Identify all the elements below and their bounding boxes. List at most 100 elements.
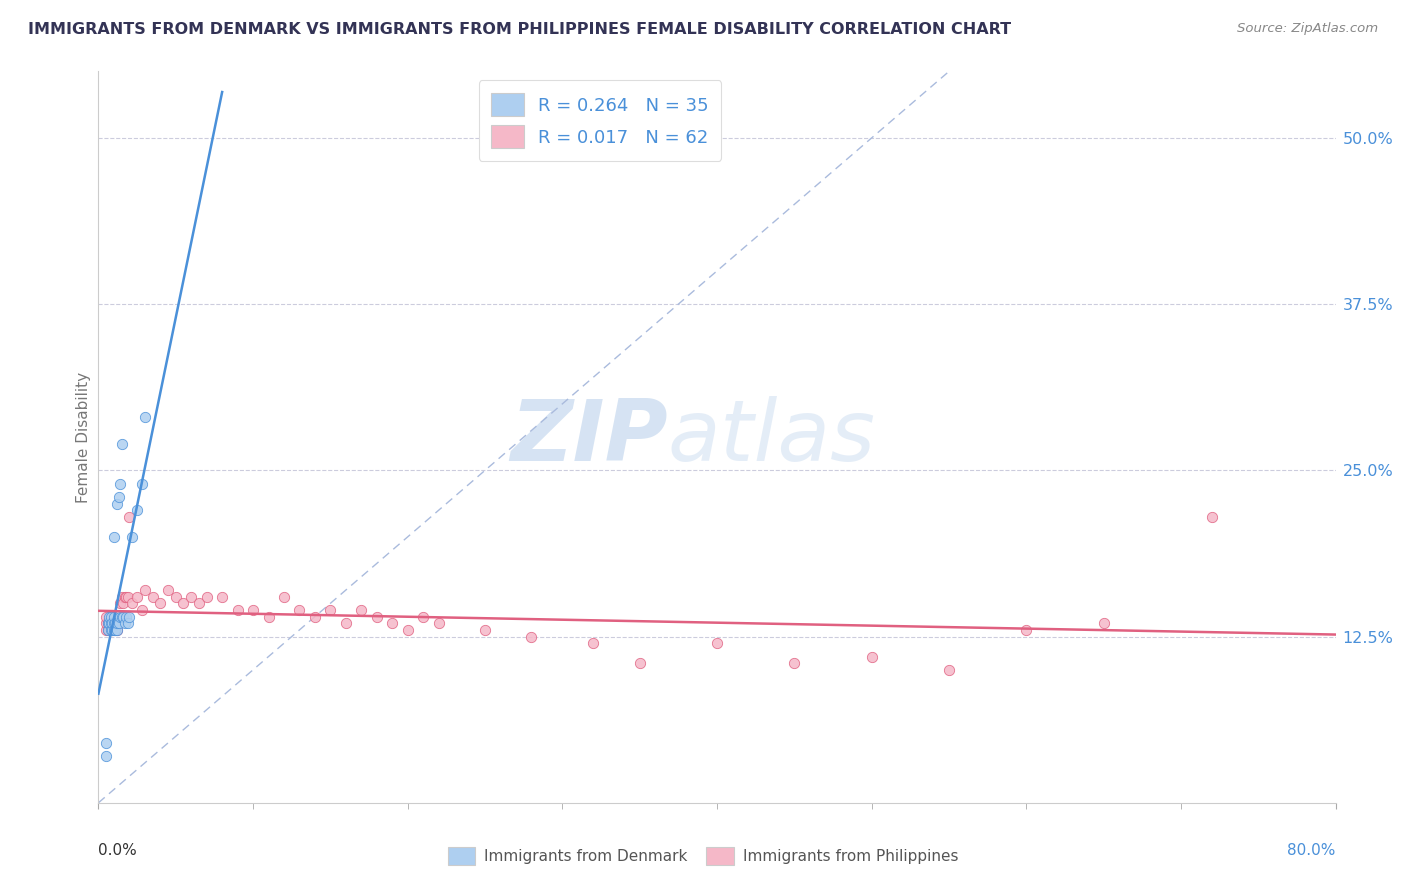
- Point: [96, 616, 118, 631]
- Point: [101, 616, 124, 631]
- Point: [211, 590, 233, 604]
- Point: [103, 609, 125, 624]
- Point: [104, 623, 127, 637]
- Point: [98, 609, 121, 624]
- Point: [105, 497, 128, 511]
- Point: [103, 623, 125, 637]
- Point: [96, 749, 118, 764]
- Point: [582, 636, 605, 650]
- Point: [520, 630, 543, 644]
- Point: [108, 476, 131, 491]
- Point: [112, 596, 135, 610]
- Point: [100, 616, 122, 631]
- Point: [105, 616, 128, 631]
- Text: atlas: atlas: [668, 395, 876, 479]
- Point: [108, 596, 131, 610]
- Point: [107, 490, 129, 504]
- Text: IMMIGRANTS FROM DENMARK VS IMMIGRANTS FROM PHILIPPINES FEMALE DISABILITY CORRELA: IMMIGRANTS FROM DENMARK VS IMMIGRANTS FR…: [28, 22, 1011, 37]
- Point: [412, 609, 434, 624]
- Point: [141, 590, 165, 604]
- Point: [149, 596, 172, 610]
- Point: [860, 649, 883, 664]
- Point: [103, 616, 125, 631]
- Point: [706, 636, 728, 650]
- Point: [121, 530, 143, 544]
- Point: [104, 616, 127, 631]
- Point: [96, 623, 118, 637]
- Point: [188, 596, 211, 610]
- Point: [103, 530, 125, 544]
- Point: [100, 623, 122, 637]
- Point: [97, 623, 120, 637]
- Point: [304, 609, 326, 624]
- Point: [1201, 509, 1223, 524]
- Point: [628, 656, 651, 670]
- Point: [97, 623, 120, 637]
- Point: [115, 590, 138, 604]
- Point: [1015, 623, 1038, 637]
- Point: [104, 623, 127, 637]
- Y-axis label: Female Disability: Female Disability: [76, 371, 91, 503]
- Point: [195, 590, 218, 604]
- Point: [121, 596, 143, 610]
- Point: [117, 590, 139, 604]
- Point: [350, 603, 373, 617]
- Point: [131, 476, 153, 491]
- Point: [319, 603, 342, 617]
- Point: [114, 590, 136, 604]
- Point: [938, 663, 960, 677]
- Point: [288, 603, 311, 617]
- Point: [114, 616, 136, 631]
- Point: [474, 623, 496, 637]
- Point: [134, 410, 156, 425]
- Point: [783, 656, 806, 670]
- Point: [98, 616, 121, 631]
- Point: [165, 590, 187, 604]
- Point: [118, 609, 141, 624]
- Point: [172, 596, 194, 610]
- Text: ZIP: ZIP: [510, 395, 668, 479]
- Point: [157, 582, 180, 597]
- Point: [127, 503, 149, 517]
- Point: [96, 609, 118, 624]
- Point: [134, 582, 156, 597]
- Point: [111, 436, 132, 450]
- Point: [97, 616, 120, 631]
- Point: [117, 616, 139, 631]
- Point: [131, 603, 153, 617]
- Point: [242, 603, 264, 617]
- Point: [381, 616, 404, 631]
- Point: [127, 590, 149, 604]
- Point: [96, 736, 118, 750]
- Point: [103, 609, 125, 624]
- Point: [1092, 616, 1115, 631]
- Point: [101, 623, 124, 637]
- Point: [97, 616, 120, 631]
- Point: [98, 623, 121, 637]
- Point: [111, 609, 132, 624]
- Point: [427, 616, 450, 631]
- Point: [111, 590, 132, 604]
- Point: [100, 616, 122, 631]
- Point: [103, 616, 125, 631]
- Point: [105, 623, 128, 637]
- Text: 0.0%: 0.0%: [98, 843, 138, 858]
- Point: [98, 616, 121, 631]
- Point: [104, 616, 127, 631]
- Point: [273, 590, 295, 604]
- Point: [105, 623, 128, 637]
- Point: [118, 509, 141, 524]
- Point: [115, 609, 138, 624]
- Point: [101, 623, 124, 637]
- Point: [108, 609, 131, 624]
- Point: [257, 609, 280, 624]
- Point: [335, 616, 357, 631]
- Point: [107, 616, 129, 631]
- Legend: Immigrants from Denmark, Immigrants from Philippines: Immigrants from Denmark, Immigrants from…: [440, 840, 966, 872]
- Point: [396, 623, 419, 637]
- Point: [112, 609, 135, 624]
- Text: 80.0%: 80.0%: [1288, 843, 1336, 858]
- Text: Source: ZipAtlas.com: Source: ZipAtlas.com: [1237, 22, 1378, 36]
- Legend: R = 0.264   N = 35, R = 0.017   N = 62: R = 0.264 N = 35, R = 0.017 N = 62: [478, 80, 721, 161]
- Point: [101, 616, 124, 631]
